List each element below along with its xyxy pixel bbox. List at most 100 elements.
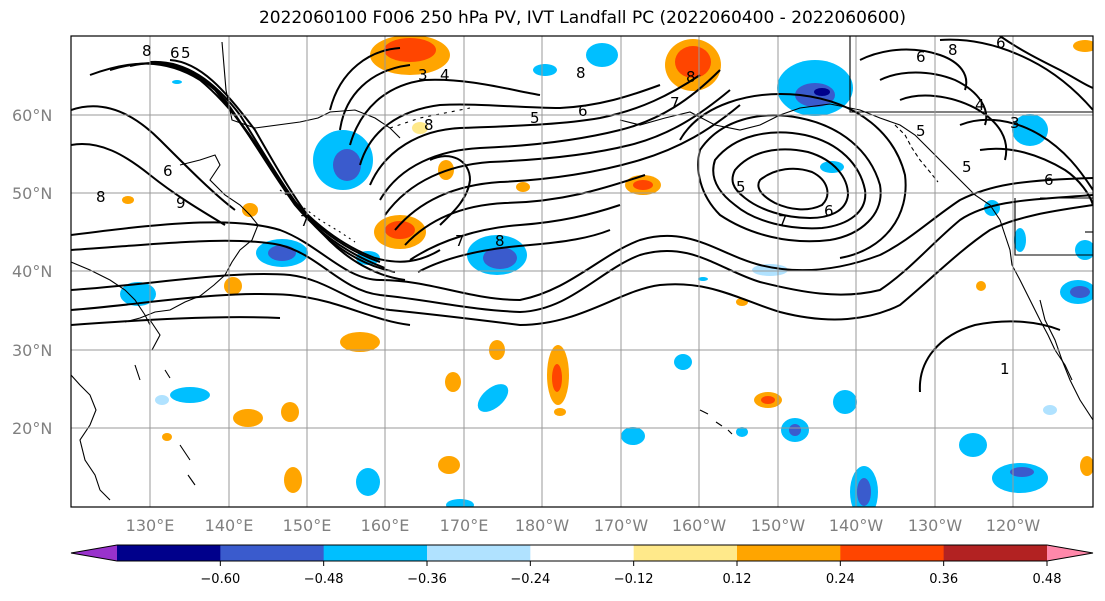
contour-line — [999, 36, 1093, 89]
lon-label: 120°W — [986, 516, 1041, 535]
cool-blob — [1043, 405, 1057, 415]
asia-coast — [124, 154, 259, 323]
contour-label: 6 — [163, 162, 173, 180]
warm-blob — [976, 281, 986, 291]
lat-label: 20°N — [12, 419, 52, 438]
colorbar-segment — [323, 545, 428, 561]
contour-label: 8 — [576, 64, 586, 82]
colorbar-tick-label: −0.12 — [614, 572, 654, 587]
contour-line — [939, 38, 1093, 111]
contour-label: 7 — [300, 212, 310, 230]
contour-line — [731, 148, 850, 220]
contour-line — [349, 78, 541, 146]
contour-label: 1 — [1000, 360, 1010, 378]
cool-blob — [621, 427, 645, 445]
contour-labels: 8 6 5 8 3 4 8 6 5 7 6 8 9 7 8 7 8 5 7 6 … — [96, 34, 1054, 378]
lon-label: 150°W — [751, 516, 806, 535]
colorbar-segment — [117, 545, 221, 561]
lon-label: 130°W — [908, 516, 963, 535]
contour-line — [429, 155, 472, 226]
warm-blob — [1073, 40, 1093, 52]
colorbar-tick-label: −0.36 — [407, 572, 447, 587]
contour-label: 6 — [996, 34, 1006, 52]
contour-line — [679, 93, 907, 259]
warm-blob — [224, 277, 242, 295]
lat-label: 50°N — [12, 184, 52, 203]
contour-line — [394, 104, 741, 231]
colorbar-segment — [427, 545, 531, 561]
contour-line — [359, 84, 661, 166]
contour-line — [71, 194, 1093, 314]
warm-blob — [122, 196, 134, 204]
figure-title: 2022060100 F006 250 hPa PV, IVT Landfall… — [258, 8, 906, 28]
contour-label: 6 — [578, 102, 588, 120]
contour-label: 4 — [975, 96, 985, 114]
cool-blob — [356, 468, 380, 496]
lat-label: 40°N — [12, 262, 52, 281]
contour-line — [384, 89, 731, 216]
cool-blob — [170, 387, 210, 403]
colorbar-outline — [70, 544, 1094, 562]
lat-label: 30°N — [12, 341, 52, 360]
contour-line — [899, 94, 1008, 161]
contour-label: 3 — [1010, 114, 1020, 132]
contour-label: 5 — [736, 178, 746, 196]
colorbar-tick-label: 0.36 — [929, 572, 958, 587]
contour-line — [379, 69, 721, 201]
contour-line — [71, 316, 281, 326]
gridlines — [71, 36, 1093, 507]
cool-blob — [313, 130, 373, 190]
contour-line — [71, 204, 1093, 327]
positive-pv-shading — [122, 36, 1093, 493]
aleutian-islands — [279, 189, 356, 243]
contour-line — [959, 118, 1093, 191]
lon-label: 130°E — [126, 516, 175, 535]
contour-line — [149, 60, 396, 273]
colorbar: −0.60 −0.48 −0.36 −0.24 −0.12 0.12 0.24 0.36 0.4… — [70, 544, 1094, 587]
alaska-coast — [619, 103, 1006, 236]
map-frame — [70, 35, 1094, 508]
cool-blob — [959, 433, 987, 457]
north-america-coast — [1004, 234, 1073, 381]
alaska-panhandle — [894, 124, 939, 183]
warm-blob — [233, 409, 263, 427]
cool-blob — [820, 161, 844, 173]
boundary-line — [1014, 198, 1093, 256]
contour-line — [757, 167, 829, 211]
lon-label: 160°W — [672, 516, 727, 535]
warm-blob — [242, 203, 258, 217]
cool-blob — [752, 264, 788, 276]
contour-line — [409, 204, 621, 261]
colorbar-ticks: −0.60 −0.48 −0.36 −0.24 −0.12 0.12 0.24 0.36 0.4… — [200, 561, 1062, 587]
warm-blob — [516, 182, 530, 192]
colorbar-segments — [117, 545, 1048, 561]
cool-blob — [586, 43, 618, 67]
cool-blob — [256, 239, 308, 267]
cool-blob — [1014, 228, 1026, 252]
contour-label: 8 — [96, 188, 106, 206]
ivt-contours — [71, 36, 1093, 393]
contour-label: 5 — [916, 122, 926, 140]
colorbar-extend-high — [1047, 545, 1093, 561]
colorbar-tick-label: 0.48 — [1033, 572, 1062, 587]
contour-line — [71, 292, 411, 326]
colorbar-tick-label: 0.24 — [826, 572, 855, 587]
cool-blob — [992, 463, 1048, 493]
lon-label: 150°E — [283, 516, 332, 535]
warm-blob — [1080, 456, 1093, 476]
hawaii-islands — [699, 409, 733, 435]
latitude-labels: 60°N 50°N 40°N 30°N 20°N — [12, 106, 52, 438]
cool-blob — [777, 60, 853, 116]
contour-line — [169, 59, 406, 281]
cool-blob — [833, 390, 857, 414]
warm-blob — [554, 408, 566, 416]
cool-blob — [1075, 240, 1093, 260]
warm-blob — [162, 433, 172, 441]
longitude-labels: 130°E 140°E 150°E 160°E 170°E 180°W 170°… — [126, 516, 1041, 535]
cool-blob — [674, 354, 692, 370]
lon-label: 140°E — [205, 516, 254, 535]
colorbar-segment — [840, 545, 945, 561]
contour-line — [879, 71, 988, 126]
contour-line — [417, 229, 611, 273]
cool-blob — [781, 418, 809, 442]
